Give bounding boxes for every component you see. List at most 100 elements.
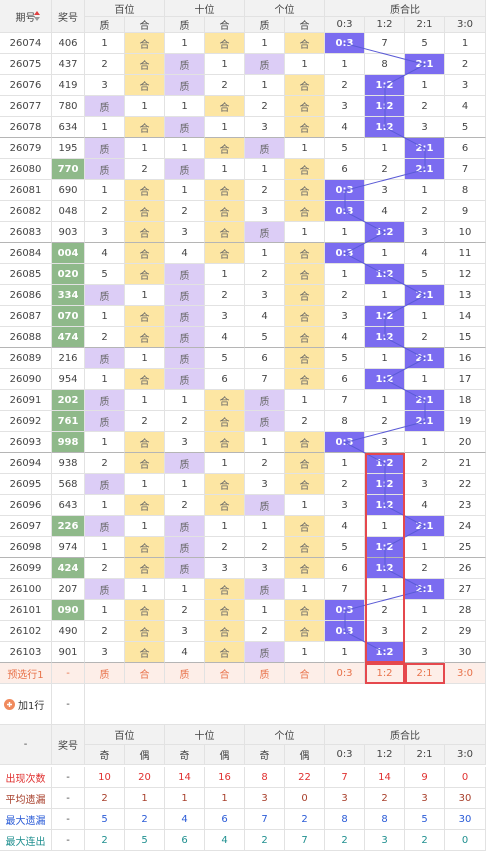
position-cell: 合 bbox=[205, 621, 245, 642]
ratio-cell: 0:3 bbox=[325, 621, 365, 642]
sub-header: 偶 bbox=[285, 745, 325, 765]
ratio-cell: 1 bbox=[365, 579, 405, 600]
position-cell: 5 bbox=[85, 264, 125, 285]
position-cell: 合 bbox=[285, 75, 325, 96]
period: 26079 bbox=[0, 138, 52, 159]
ratio-cell: 3 bbox=[445, 75, 486, 96]
position-cell: 合 bbox=[205, 579, 245, 600]
position-cell: 1 bbox=[125, 96, 165, 117]
position-cell: 2 bbox=[85, 327, 125, 348]
position-cell: 合 bbox=[285, 33, 325, 54]
ratio-cell: 1 bbox=[325, 54, 365, 75]
ratio-cell: 1 bbox=[405, 432, 445, 453]
ratio-cell: 4 bbox=[325, 516, 365, 537]
number: 424 bbox=[52, 558, 85, 579]
position-cell: 合 bbox=[125, 642, 165, 663]
ratio-cell: 0:3 bbox=[325, 243, 365, 264]
ratio-cell: 6 bbox=[325, 369, 365, 390]
number: 770 bbox=[52, 159, 85, 180]
position-cell: 质 bbox=[245, 222, 285, 243]
number: 901 bbox=[52, 642, 85, 663]
ratio-cell: 3 bbox=[365, 621, 405, 642]
position-cell: 6 bbox=[205, 369, 245, 390]
ratio-cell: 25 bbox=[445, 537, 486, 558]
group-header: 百位 bbox=[85, 725, 165, 745]
period: 26092 bbox=[0, 411, 52, 432]
period: 26085 bbox=[0, 264, 52, 285]
position-cell: 合 bbox=[205, 201, 245, 222]
period: 26098 bbox=[0, 537, 52, 558]
ratio-cell: 1 bbox=[365, 243, 405, 264]
ratio-cell: 2 bbox=[405, 96, 445, 117]
position-cell: 合 bbox=[205, 432, 245, 453]
sub-header: 2:1 bbox=[405, 17, 445, 33]
group-header: 质合比 bbox=[325, 725, 486, 745]
ratio-cell: 4 bbox=[365, 201, 405, 222]
position-cell: 合 bbox=[285, 180, 325, 201]
position-cell: 合 bbox=[285, 369, 325, 390]
position-cell: 4 bbox=[245, 306, 285, 327]
ratio-cell: 26 bbox=[445, 558, 486, 579]
position-cell: 质 bbox=[165, 306, 205, 327]
position-cell: 1 bbox=[125, 474, 165, 495]
position-cell: 2 bbox=[85, 621, 125, 642]
ratio-cell: 28 bbox=[445, 600, 486, 621]
position-cell: 1 bbox=[285, 54, 325, 75]
ratio-cell: 1:2 bbox=[365, 537, 405, 558]
position-cell: 2 bbox=[165, 201, 205, 222]
ratio-cell: 3 bbox=[405, 222, 445, 243]
ratio-cell: 1:2 bbox=[365, 558, 405, 579]
preselect-cell: 1:2 bbox=[365, 663, 405, 684]
ratio-cell: 7 bbox=[325, 579, 365, 600]
sort-icon[interactable] bbox=[34, 11, 40, 21]
position-cell: 4 bbox=[205, 327, 245, 348]
position-cell: 合 bbox=[125, 201, 165, 222]
position-cell: 合 bbox=[285, 516, 325, 537]
position-cell: 6 bbox=[245, 348, 285, 369]
position-cell: 合 bbox=[125, 180, 165, 201]
number: 207 bbox=[52, 579, 85, 600]
stat-value: 0 bbox=[445, 767, 486, 788]
group-header: 个位 bbox=[245, 0, 325, 17]
position-cell: 合 bbox=[205, 600, 245, 621]
position-cell: 合 bbox=[125, 453, 165, 474]
sub-header: 合 bbox=[285, 17, 325, 33]
add-row-label: 加1行 bbox=[18, 700, 45, 712]
stat-value: 2 bbox=[285, 809, 325, 830]
ratio-cell: 4 bbox=[325, 327, 365, 348]
position-cell: 3 bbox=[205, 558, 245, 579]
ratio-cell: 1 bbox=[325, 264, 365, 285]
ratio-cell: 1 bbox=[365, 516, 405, 537]
stat-value: 6 bbox=[205, 809, 245, 830]
ratio-cell: 1 bbox=[325, 453, 365, 474]
ratio-cell: 2:1 bbox=[405, 159, 445, 180]
position-cell: 合 bbox=[205, 96, 245, 117]
ratio-cell: 2:1 bbox=[405, 348, 445, 369]
stat-value: 7 bbox=[325, 767, 365, 788]
position-cell: 1 bbox=[165, 390, 205, 411]
ratio-cell: 3 bbox=[405, 474, 445, 495]
stat-value: 14 bbox=[365, 767, 405, 788]
stat-value: - bbox=[52, 788, 85, 809]
ratio-cell: 1:2 bbox=[365, 75, 405, 96]
sub-header: 3:0 bbox=[445, 745, 486, 765]
position-cell: 合 bbox=[125, 558, 165, 579]
ratio-cell: 23 bbox=[445, 495, 486, 516]
add-icon bbox=[4, 698, 15, 710]
ratio-cell: 3 bbox=[405, 642, 445, 663]
stat-value: - bbox=[52, 809, 85, 830]
ratio-cell: 2 bbox=[365, 411, 405, 432]
preselect-cell: 质 bbox=[245, 663, 285, 684]
ratio-cell: 1 bbox=[405, 306, 445, 327]
position-cell: 合 bbox=[285, 600, 325, 621]
stat-value: 2 bbox=[85, 788, 125, 809]
add-row-button[interactable]: 加1行 bbox=[0, 684, 52, 725]
stat-value: 4 bbox=[165, 809, 205, 830]
position-cell: 质 bbox=[165, 369, 205, 390]
stat-value: 7 bbox=[285, 830, 325, 851]
period: 26081 bbox=[0, 180, 52, 201]
stat-label: 最大连出 bbox=[0, 830, 52, 851]
position-cell: 质 bbox=[165, 75, 205, 96]
position-cell: 合 bbox=[125, 264, 165, 285]
preselect-cell: 质 bbox=[85, 663, 125, 684]
